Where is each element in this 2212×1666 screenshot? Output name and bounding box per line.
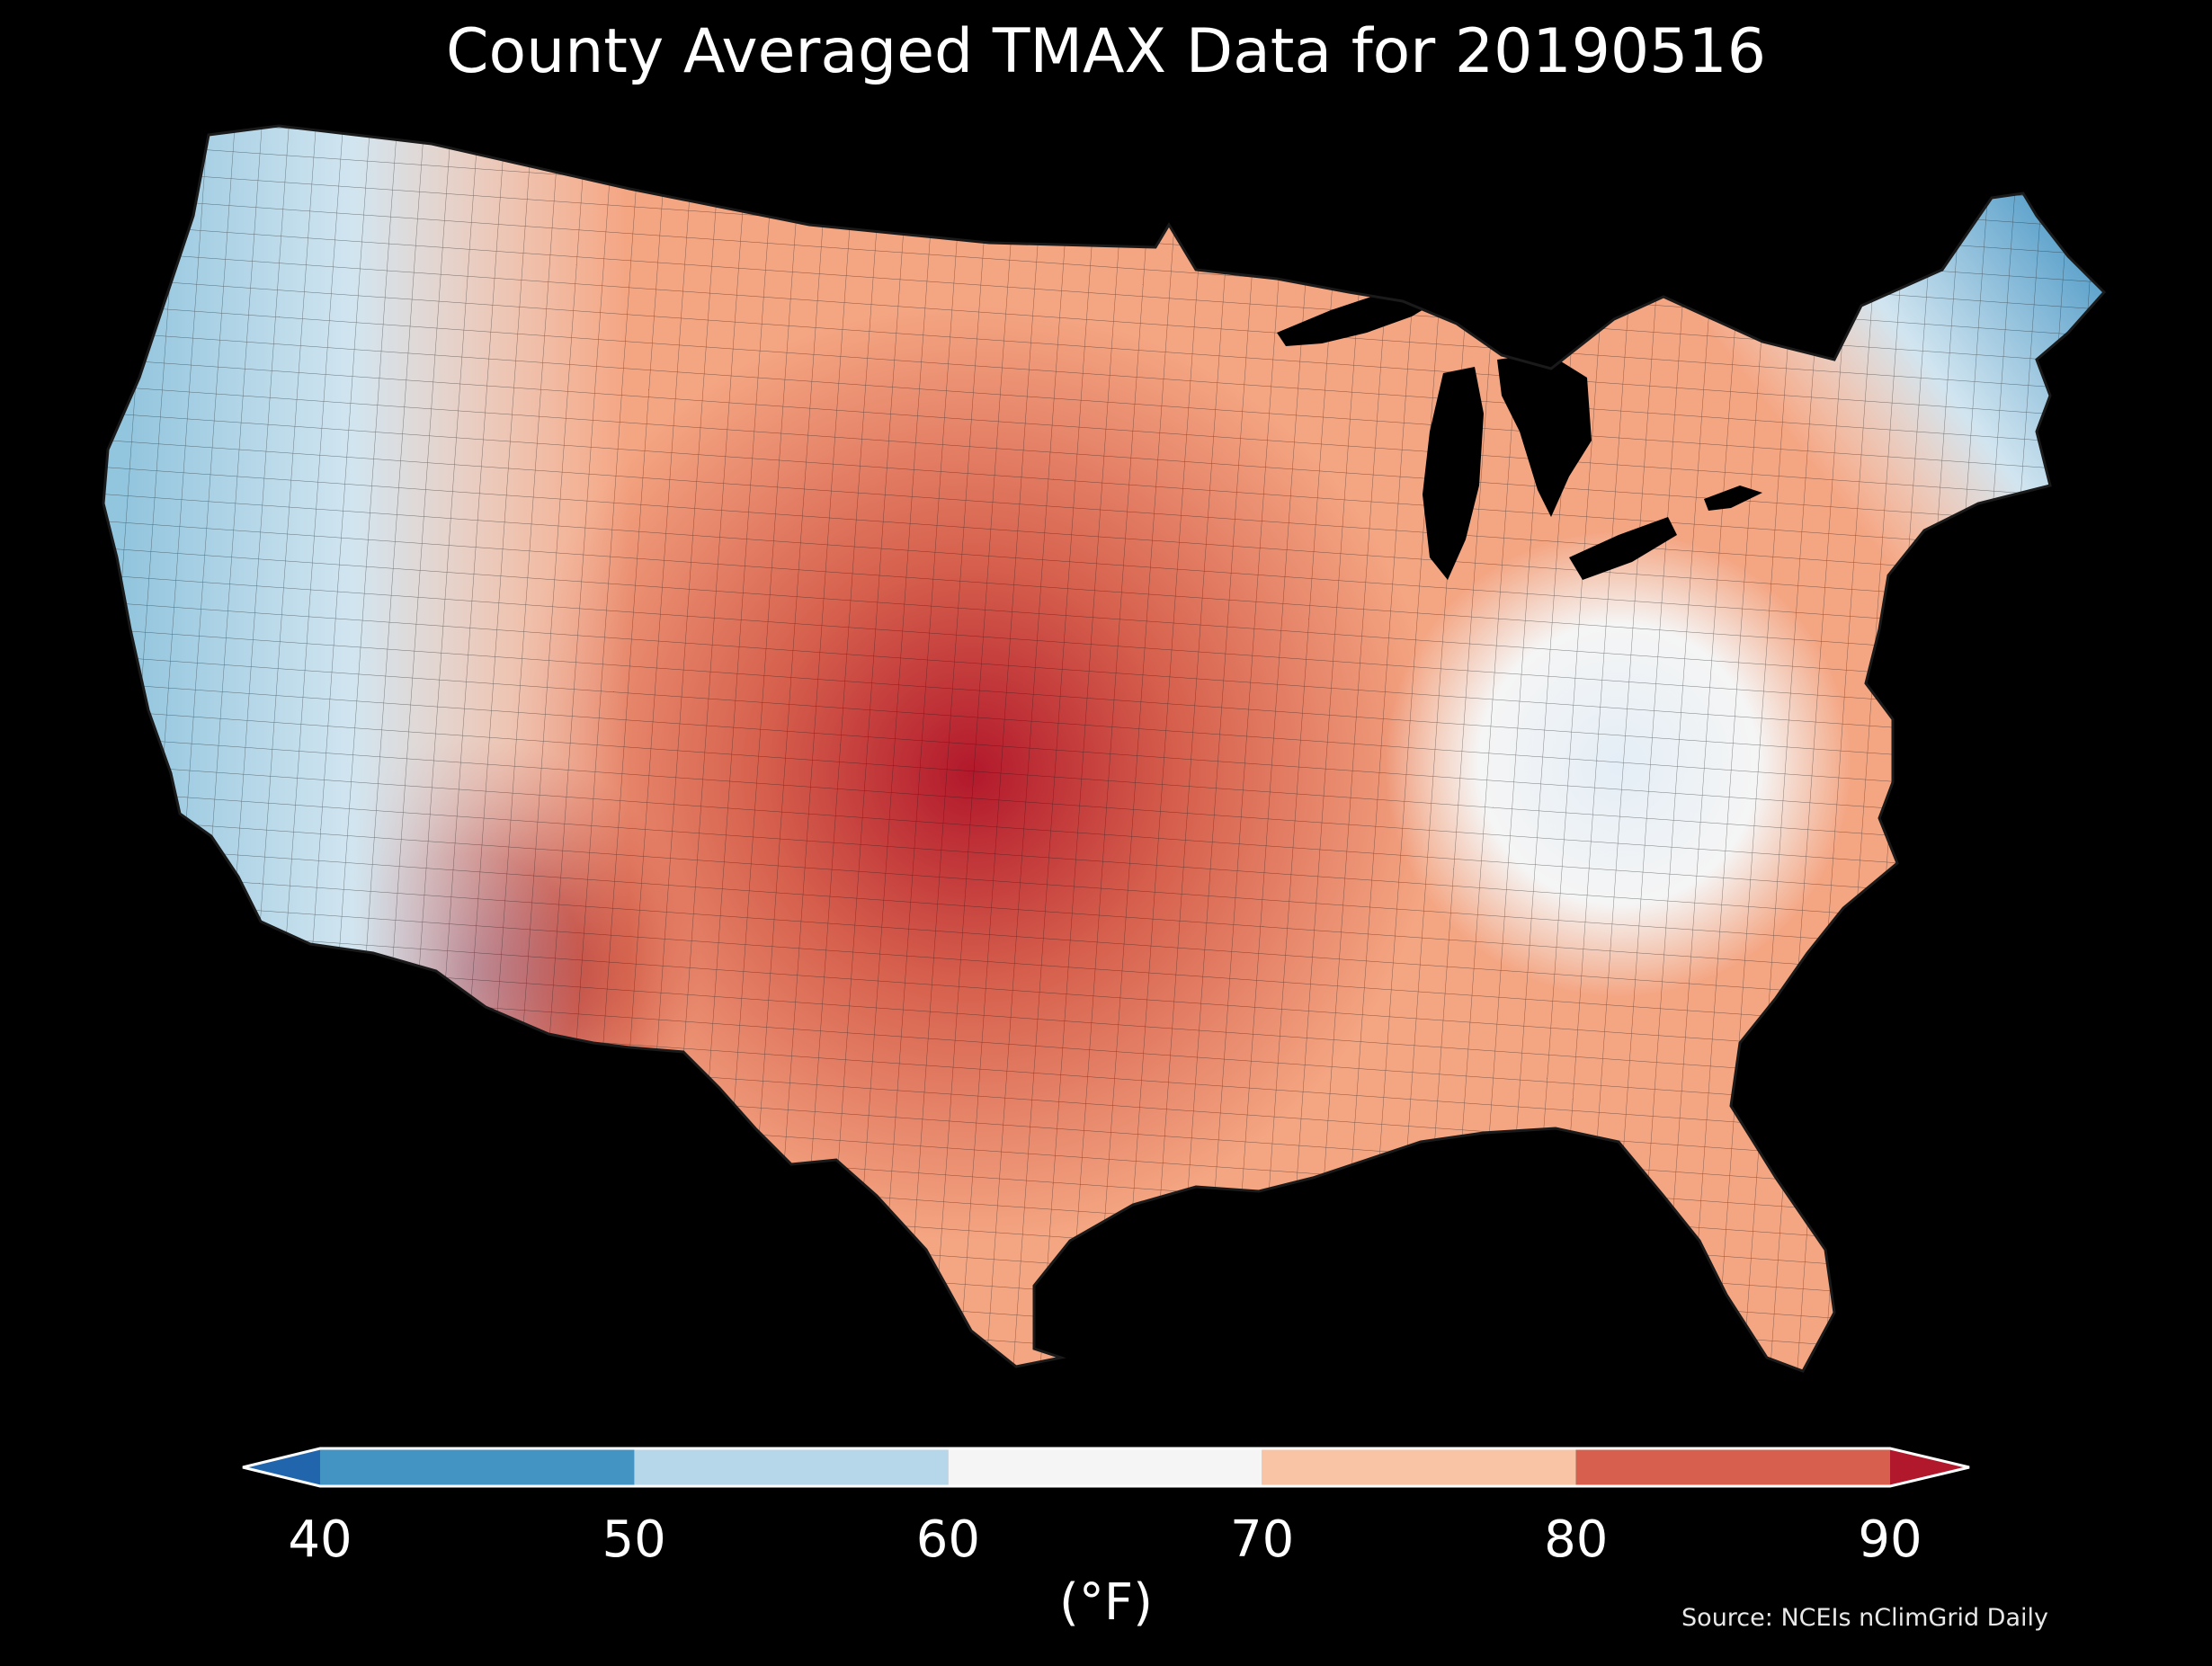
colorbar xyxy=(242,1447,1970,1488)
colorbar-bin-50-60 xyxy=(634,1448,949,1486)
lake-superior xyxy=(1277,283,1448,346)
source-note: Source: NCEIs nClimGrid Daily xyxy=(1681,1604,2048,1632)
colorbar-frame xyxy=(242,1447,1970,1488)
colorbar-tick-90: 90 xyxy=(1858,1510,1922,1569)
colorbar-tick-60: 60 xyxy=(915,1510,981,1569)
lake-huron xyxy=(1497,352,1592,517)
map-title: County Averaged TMAX Data for 20190516 xyxy=(446,16,1766,87)
colorbar-tick-40: 40 xyxy=(288,1510,352,1569)
lake-erie xyxy=(1569,517,1677,580)
colorbar-bin-40-50 xyxy=(320,1448,635,1486)
colorbar-tick-80: 80 xyxy=(1544,1510,1609,1569)
colorbar-bin-60-70 xyxy=(948,1448,1262,1486)
colorbar-tick-50: 50 xyxy=(602,1510,666,1569)
colorbar-over-arrow xyxy=(1890,1448,1969,1486)
colorbar-unit-label: (°F) xyxy=(1059,1573,1153,1632)
lake-ontario xyxy=(1704,486,1762,511)
colorbar-bin-80-90 xyxy=(1575,1448,1890,1486)
great-lakes xyxy=(1277,283,1762,580)
colorbar-tick-70: 70 xyxy=(1229,1510,1295,1569)
colorbar-bin-70-80 xyxy=(1262,1448,1576,1486)
colorbar-under-arrow xyxy=(243,1448,320,1486)
lake-michigan xyxy=(1423,367,1484,580)
